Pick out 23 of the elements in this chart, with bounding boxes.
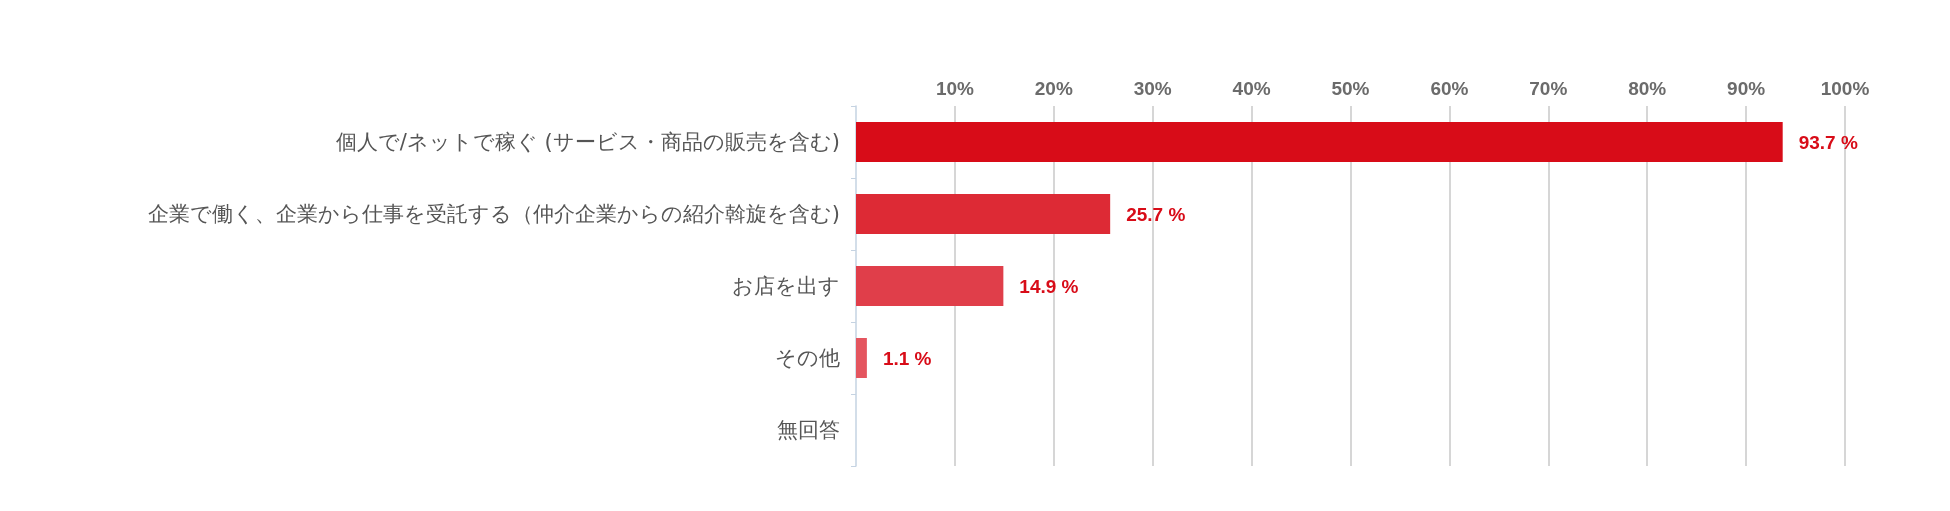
x-tick-label: 20%	[1034, 78, 1073, 99]
data-label: 14.9 %	[1019, 275, 1079, 297]
x-tick-label: 40%	[1232, 78, 1271, 99]
y-tick-label: 企業で働く、企業から仕事を受託する（仲介企業からの紹介斡旋を含む)	[147, 202, 840, 226]
x-tick-label: 70%	[1529, 78, 1568, 99]
bar	[856, 266, 1004, 306]
x-tick-label: 90%	[1727, 78, 1766, 99]
x-tick-label: 10%	[935, 78, 975, 99]
x-tick-label: 30%	[1133, 78, 1172, 99]
bar	[856, 338, 867, 378]
x-tick-label: 60%	[1430, 78, 1469, 99]
data-label: 1.1 %	[882, 347, 932, 369]
x-tick-label: 80%	[1628, 78, 1667, 99]
bar	[856, 122, 1783, 162]
x-tick-label: 100%	[1820, 78, 1870, 99]
bar	[856, 194, 1111, 234]
data-label: 25.7 %	[1126, 203, 1186, 225]
y-tick-label: 無回答	[777, 418, 840, 442]
x-tick-label: 50%	[1331, 78, 1370, 99]
y-tick-label: お店を出す	[732, 274, 840, 298]
y-tick-label: その他	[775, 346, 840, 370]
y-tick-label: 個人で/ネットで稼ぐ (サービス・商品の販売を含む)	[335, 130, 840, 154]
data-label: 93.7 %	[1798, 131, 1858, 153]
